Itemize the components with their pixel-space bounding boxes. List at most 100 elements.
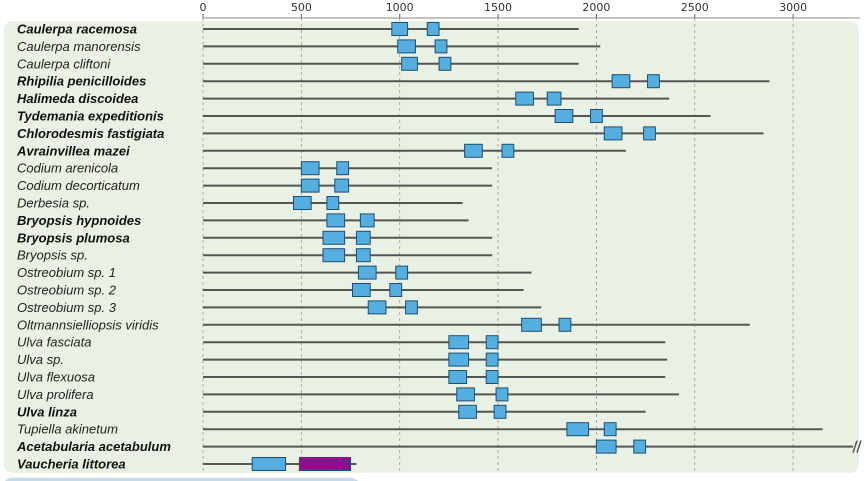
sequence-row-derbesia-sp: Derbesia sp. <box>17 196 463 211</box>
sequence-row-ulva-sp: Ulva sp. <box>17 352 668 367</box>
sequence-label: Caulerpa racemosa <box>17 22 137 37</box>
sequence-label: Acetabularia acetabulum <box>16 439 171 454</box>
special-segment-box <box>298 457 352 471</box>
segment-box <box>633 439 647 454</box>
segment-box <box>357 265 377 280</box>
sequence-label: Vaucheria littorea <box>17 457 126 472</box>
segment-box <box>355 230 371 245</box>
sequence-row-ulva-flexuosa: Ulva flexuosa <box>17 370 666 385</box>
segment-box <box>395 265 409 280</box>
sequence-row-tupiella-akinetum: Tupiella akinetum <box>17 422 823 437</box>
segment-box <box>300 178 320 193</box>
segment-box <box>438 56 452 71</box>
sequence-label: Codium arenicola <box>17 161 118 176</box>
truncation-mark <box>852 440 858 453</box>
sequence-label: Ostreobium sp. 1 <box>17 265 116 280</box>
segment-box <box>359 213 375 228</box>
sequence-label: Ulva prolifera <box>17 387 94 402</box>
segment-box <box>647 74 660 89</box>
segment-box <box>426 22 440 36</box>
segment-box <box>603 422 617 437</box>
vaucheria-group-background <box>5 477 358 481</box>
segment-box <box>351 283 371 297</box>
sequence-row-tydemania-expeditionis: Tydemania expeditionis <box>17 109 711 124</box>
segment-box <box>643 126 656 141</box>
segment-box <box>515 91 534 106</box>
sequence-row-bryopsis-hypnoides: Bryopsis hypnoides <box>17 213 469 228</box>
segment-box <box>589 109 603 123</box>
segment-box <box>251 457 287 471</box>
sequence-row-caulerpa-cliftoni: Caulerpa cliftoni <box>17 56 579 71</box>
tick-label: 1500 <box>484 1 512 14</box>
segment-box <box>501 143 515 158</box>
sequence-label: Tydemania expeditionis <box>17 109 164 124</box>
sequence-label: Caulerpa cliftoni <box>17 56 111 71</box>
segment-box <box>448 370 468 384</box>
sequence-label: Ulva sp. <box>17 352 64 367</box>
sequence-label: Rhipilia penicilloides <box>17 74 146 89</box>
segment-box <box>448 352 470 367</box>
segment-box <box>603 126 623 141</box>
sequence-label: Ostreobium sp. 3 <box>17 300 117 315</box>
sequence-row-acetabularia-acetabulum: Acetabularia acetabulum <box>16 439 862 454</box>
segment-box <box>611 74 631 89</box>
sequence-row-caulerpa-racemosa: Caulerpa racemosa <box>17 22 579 37</box>
sequence-label: Ulva linza <box>17 404 77 419</box>
sequence-row-vaucheria-littorea: Vaucheria littorea <box>17 457 357 472</box>
sequence-row-rhipilia-penicilloides: Rhipilia penicilloides <box>17 74 770 89</box>
sequence-row-caulerpa-manorensis: Caulerpa manorensis <box>17 39 601 54</box>
segment-box <box>355 248 371 263</box>
segment-box <box>300 161 320 176</box>
sequence-row-ostreobium-sp-3: Ostreobium sp. 3 <box>17 300 542 315</box>
tick-label: 2000 <box>582 1 610 14</box>
tick-label: 500 <box>291 1 312 14</box>
segment-box <box>595 439 617 454</box>
green-algae-group-background <box>4 21 859 473</box>
segment-box <box>464 143 483 158</box>
sequence-label: Caulerpa manorensis <box>17 39 141 54</box>
segment-box <box>391 22 409 36</box>
sequence-row-ulva-linza: Ulva linza <box>17 404 646 419</box>
sequence-row-ostreobium-sp-2: Ostreobium sp. 2 <box>17 283 524 298</box>
segment-box <box>558 317 572 332</box>
segment-box <box>448 335 470 350</box>
sequence-label: Ulva fasciata <box>17 335 91 350</box>
segment-box <box>458 404 477 419</box>
sequence-rows: Caulerpa racemosa Caulerpa manorensis Caul… <box>16 22 862 472</box>
segment-box <box>485 352 499 367</box>
segment-box <box>554 109 574 123</box>
segment-box <box>405 300 418 315</box>
sequence-row-halimeda-discoidea: Halimeda discoidea <box>17 91 670 106</box>
tick-label: 0 <box>200 1 207 14</box>
tick-label: 2500 <box>681 1 709 14</box>
segment-box <box>401 56 418 71</box>
segment-box <box>397 39 416 54</box>
segment-box <box>367 300 387 315</box>
segment-box <box>485 335 499 350</box>
sequence-label: Codium decorticatum <box>17 178 140 193</box>
segment-box <box>485 370 499 384</box>
truncation-mark <box>856 440 862 453</box>
sequence-label: Derbesia sp. <box>17 196 90 211</box>
segment-box <box>326 196 340 210</box>
segment-box <box>456 387 475 402</box>
sequence-label: Avrainvillea mazei <box>16 143 130 158</box>
sequence-row-ulva-prolifera: Ulva prolifera <box>17 387 680 402</box>
sequence-row-chlorodesmis-fastigiata: Chlorodesmis fastigiata <box>17 126 764 141</box>
segment-box <box>566 422 590 437</box>
sequence-label: Halimeda discoidea <box>17 91 138 106</box>
segment-box <box>322 230 346 245</box>
sequence-row-avrainvillea-mazei: Avrainvillea mazei <box>16 143 626 158</box>
sequence-row-ulva-fasciata: Ulva fasciata <box>17 335 666 350</box>
segment-box <box>546 91 562 106</box>
sequence-row-bryopsis-plumosa: Bryopsis plumosa <box>17 230 493 245</box>
sequence-row-bryopsis-sp: Bryopsis sp. <box>17 248 493 263</box>
segment-box <box>322 248 346 263</box>
sequence-row-codium-arenicola: Codium arenicola <box>17 161 493 176</box>
segment-box <box>326 213 346 228</box>
sequence-label: Chlorodesmis fastigiata <box>17 126 164 141</box>
sequence-row-codium-decorticatum: Codium decorticatum <box>17 178 493 193</box>
segment-box <box>434 39 448 54</box>
sequence-label: Ulva flexuosa <box>17 370 95 385</box>
segment-box <box>334 178 350 193</box>
